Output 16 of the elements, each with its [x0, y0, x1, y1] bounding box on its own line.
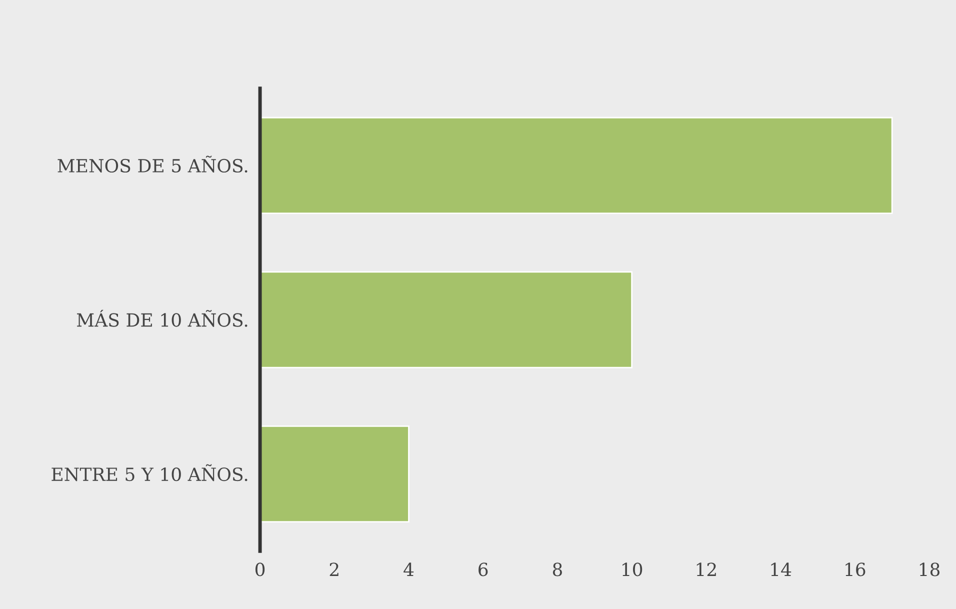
x-tick-label: 12 [696, 562, 716, 576]
x-tick-label: 4 [404, 562, 414, 576]
x-tick-label: 2 [330, 562, 338, 576]
bar [260, 271, 633, 368]
y-tick-label: ENTRE 5 Y 10 AÑOS. [52, 464, 248, 482]
y-tick-label: MÁS DE 10 AÑOS. [76, 310, 248, 327]
x-tick-label: 10 [622, 562, 642, 576]
y-tick-label: MENOS DE 5 AÑOS. [58, 156, 248, 173]
x-tick-label: 16 [846, 562, 866, 576]
x-tick-label: 0 [255, 562, 265, 576]
x-tick-label: 18 [920, 562, 940, 576]
bar [260, 116, 893, 214]
x-tick-label: 8 [552, 562, 562, 576]
x-tick-label: 6 [478, 562, 488, 576]
x-tick-label: 14 [771, 562, 792, 576]
bar [260, 425, 410, 523]
